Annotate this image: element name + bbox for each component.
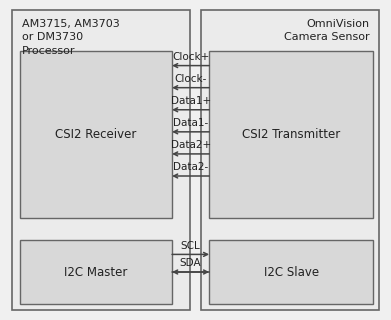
Bar bbox=[209, 240, 373, 304]
Text: SCL: SCL bbox=[181, 241, 201, 251]
Text: OmniVision
Camera Sensor: OmniVision Camera Sensor bbox=[284, 19, 369, 43]
Bar bbox=[20, 51, 172, 218]
Bar bbox=[201, 10, 379, 310]
Text: Data1+: Data1+ bbox=[170, 96, 211, 106]
Text: CSI2 Receiver: CSI2 Receiver bbox=[55, 128, 136, 141]
Text: SDA: SDA bbox=[180, 258, 201, 268]
Text: Data2+: Data2+ bbox=[170, 140, 211, 150]
Bar bbox=[209, 51, 373, 218]
Text: I2C Master: I2C Master bbox=[64, 266, 127, 278]
Text: Data2-: Data2- bbox=[173, 162, 208, 172]
Text: AM3715, AM3703
or DM3730
Processor: AM3715, AM3703 or DM3730 Processor bbox=[22, 19, 119, 56]
Text: Data1-: Data1- bbox=[173, 118, 208, 128]
Text: CSI2 Transmitter: CSI2 Transmitter bbox=[242, 128, 341, 141]
Bar bbox=[12, 10, 190, 310]
Text: Clock-: Clock- bbox=[174, 74, 207, 84]
Bar bbox=[20, 240, 172, 304]
Text: I2C Slave: I2C Slave bbox=[264, 266, 319, 278]
Text: Clock+: Clock+ bbox=[172, 52, 209, 62]
